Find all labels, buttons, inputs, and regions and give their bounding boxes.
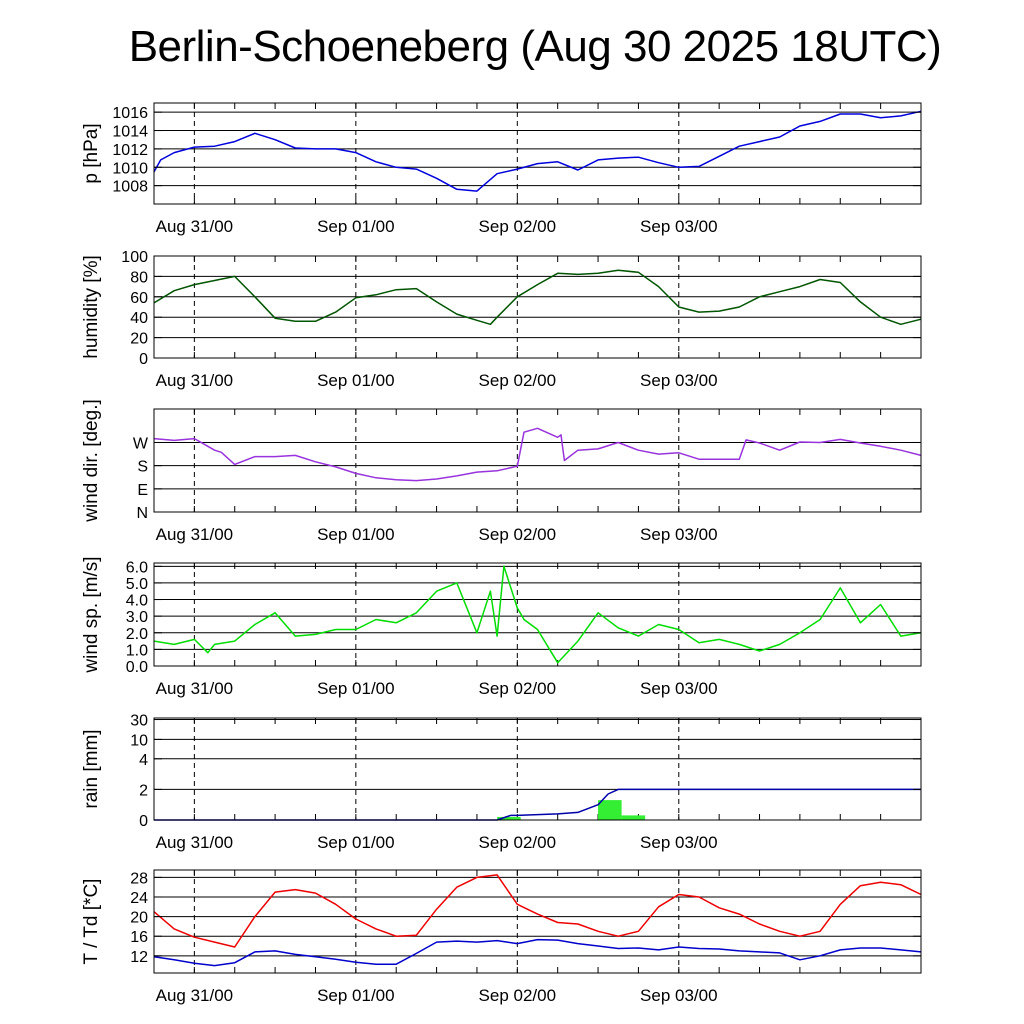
y-tick-label: 0	[139, 351, 148, 368]
wind_speed-line	[153, 565, 922, 664]
x-date-label: Aug 31/00	[156, 679, 234, 698]
pressure-line	[153, 110, 922, 192]
x-date-label: Aug 31/00	[156, 833, 234, 852]
y-tick-label: 20	[130, 331, 148, 348]
y-tick-label: E	[137, 482, 148, 499]
panel-frame	[153, 562, 922, 667]
x-date-label: Aug 31/00	[156, 371, 234, 390]
series-line-Td	[153, 938, 922, 967]
y-tick-label: 5.0	[126, 576, 148, 593]
rain-bar	[598, 800, 622, 820]
y-tick-label: 0	[139, 813, 148, 830]
y-tick-label: 24	[130, 890, 148, 907]
y-tick-label: 2.0	[126, 626, 148, 643]
x-date-label: Sep 02/00	[479, 833, 557, 852]
y-tick-label: 16	[130, 929, 148, 946]
x-date-label: Sep 02/00	[479, 525, 557, 544]
x-date-label: Sep 01/00	[317, 371, 395, 390]
y-tick-label: 4	[139, 752, 148, 769]
y-tick-label: 2	[139, 782, 148, 799]
x-date-label: Sep 03/00	[640, 679, 718, 698]
panel-wind_speed: 0.01.02.03.04.05.06.0 wind sp. [m/s] Aug 3…	[81, 556, 922, 698]
y-tick-label: 1010	[112, 160, 148, 177]
panel-frame	[153, 717, 922, 821]
x-date-label: Sep 02/00	[479, 986, 557, 1005]
panel-rain: 0 2 4 10 30 rain [mm] Aug 31/00 Sep 01/00 Sep 02…	[81, 713, 922, 852]
y-tick-label: 1008	[112, 179, 148, 196]
y-tick-label: 6.0	[126, 559, 148, 576]
x-date-label: Sep 01/00	[317, 525, 395, 544]
rain-bar	[497, 816, 521, 820]
rain-bar	[621, 815, 646, 820]
x-date-label: Sep 01/00	[317, 679, 395, 698]
y-tick-label: 1.0	[126, 642, 148, 659]
x-date-label: Sep 03/00	[640, 525, 718, 544]
x-date-label: Sep 03/00	[640, 371, 718, 390]
panel-frame	[153, 869, 922, 974]
panel-frame	[153, 102, 922, 205]
x-date-label: Sep 01/00	[317, 217, 395, 236]
y-tick-label: S	[137, 459, 148, 476]
x-date-label: Sep 03/00	[640, 986, 718, 1005]
x-date-label: Aug 31/00	[156, 525, 234, 544]
x-date-label: Sep 02/00	[479, 679, 557, 698]
panel-temperature: 12 16 20 24 28 T / Td [*C] Aug 31/00 Sep 01/00 S…	[81, 869, 922, 1005]
page-title: Berlin-Schoeneberg (Aug 30 2025 18UTC)	[128, 22, 942, 71]
y-axis-label: wind dir. [deg.]	[81, 399, 102, 523]
y-tick-label: 1016	[112, 105, 148, 122]
y-tick-label: 40	[130, 310, 148, 327]
y-tick-label: 3.0	[126, 609, 148, 626]
y-tick-label: W	[133, 435, 149, 452]
y-axis-label: T / Td [*C]	[81, 879, 102, 965]
rain-cumulative-line	[154, 788, 921, 821]
x-date-label: Sep 03/00	[640, 217, 718, 236]
y-axis-label: rain [mm]	[81, 729, 102, 808]
y-tick-label: N	[136, 505, 148, 522]
y-tick-label: 4.0	[126, 593, 148, 610]
humidity-line	[153, 269, 922, 326]
x-date-label: Aug 31/00	[156, 217, 234, 236]
panel-humidity: 0 20 40 60 80 100 humidity [%] Aug 31/00 Sep 01/…	[81, 249, 922, 390]
y-axis-label: p [hPa]	[81, 123, 102, 183]
y-tick-label: 12	[130, 949, 148, 966]
y-tick-label: 60	[130, 290, 148, 307]
x-date-label: Sep 01/00	[317, 833, 395, 852]
series-line-T	[153, 874, 922, 948]
y-tick-label: 28	[130, 870, 148, 887]
y-tick-label: 30	[130, 713, 148, 730]
x-date-label: Sep 02/00	[479, 217, 557, 236]
y-axis-label: wind sp. [m/s]	[81, 556, 102, 673]
y-tick-label: 10	[130, 732, 148, 749]
y-tick-label: 1014	[112, 124, 148, 141]
x-date-label: Sep 01/00	[317, 986, 395, 1005]
x-date-label: Aug 31/00	[156, 986, 234, 1005]
y-axis-label: humidity [%]	[81, 255, 102, 358]
x-date-label: Sep 02/00	[479, 371, 557, 390]
panel-frame	[153, 255, 922, 359]
x-date-label: Sep 03/00	[640, 833, 718, 852]
wind_direction-line	[153, 427, 922, 482]
panel-frame	[153, 408, 922, 513]
y-tick-label: 80	[130, 269, 148, 286]
y-tick-label: 1012	[112, 142, 148, 159]
y-tick-label: 100	[121, 249, 148, 266]
y-tick-label: 20	[130, 910, 148, 927]
y-tick-label: 0.0	[126, 659, 148, 676]
